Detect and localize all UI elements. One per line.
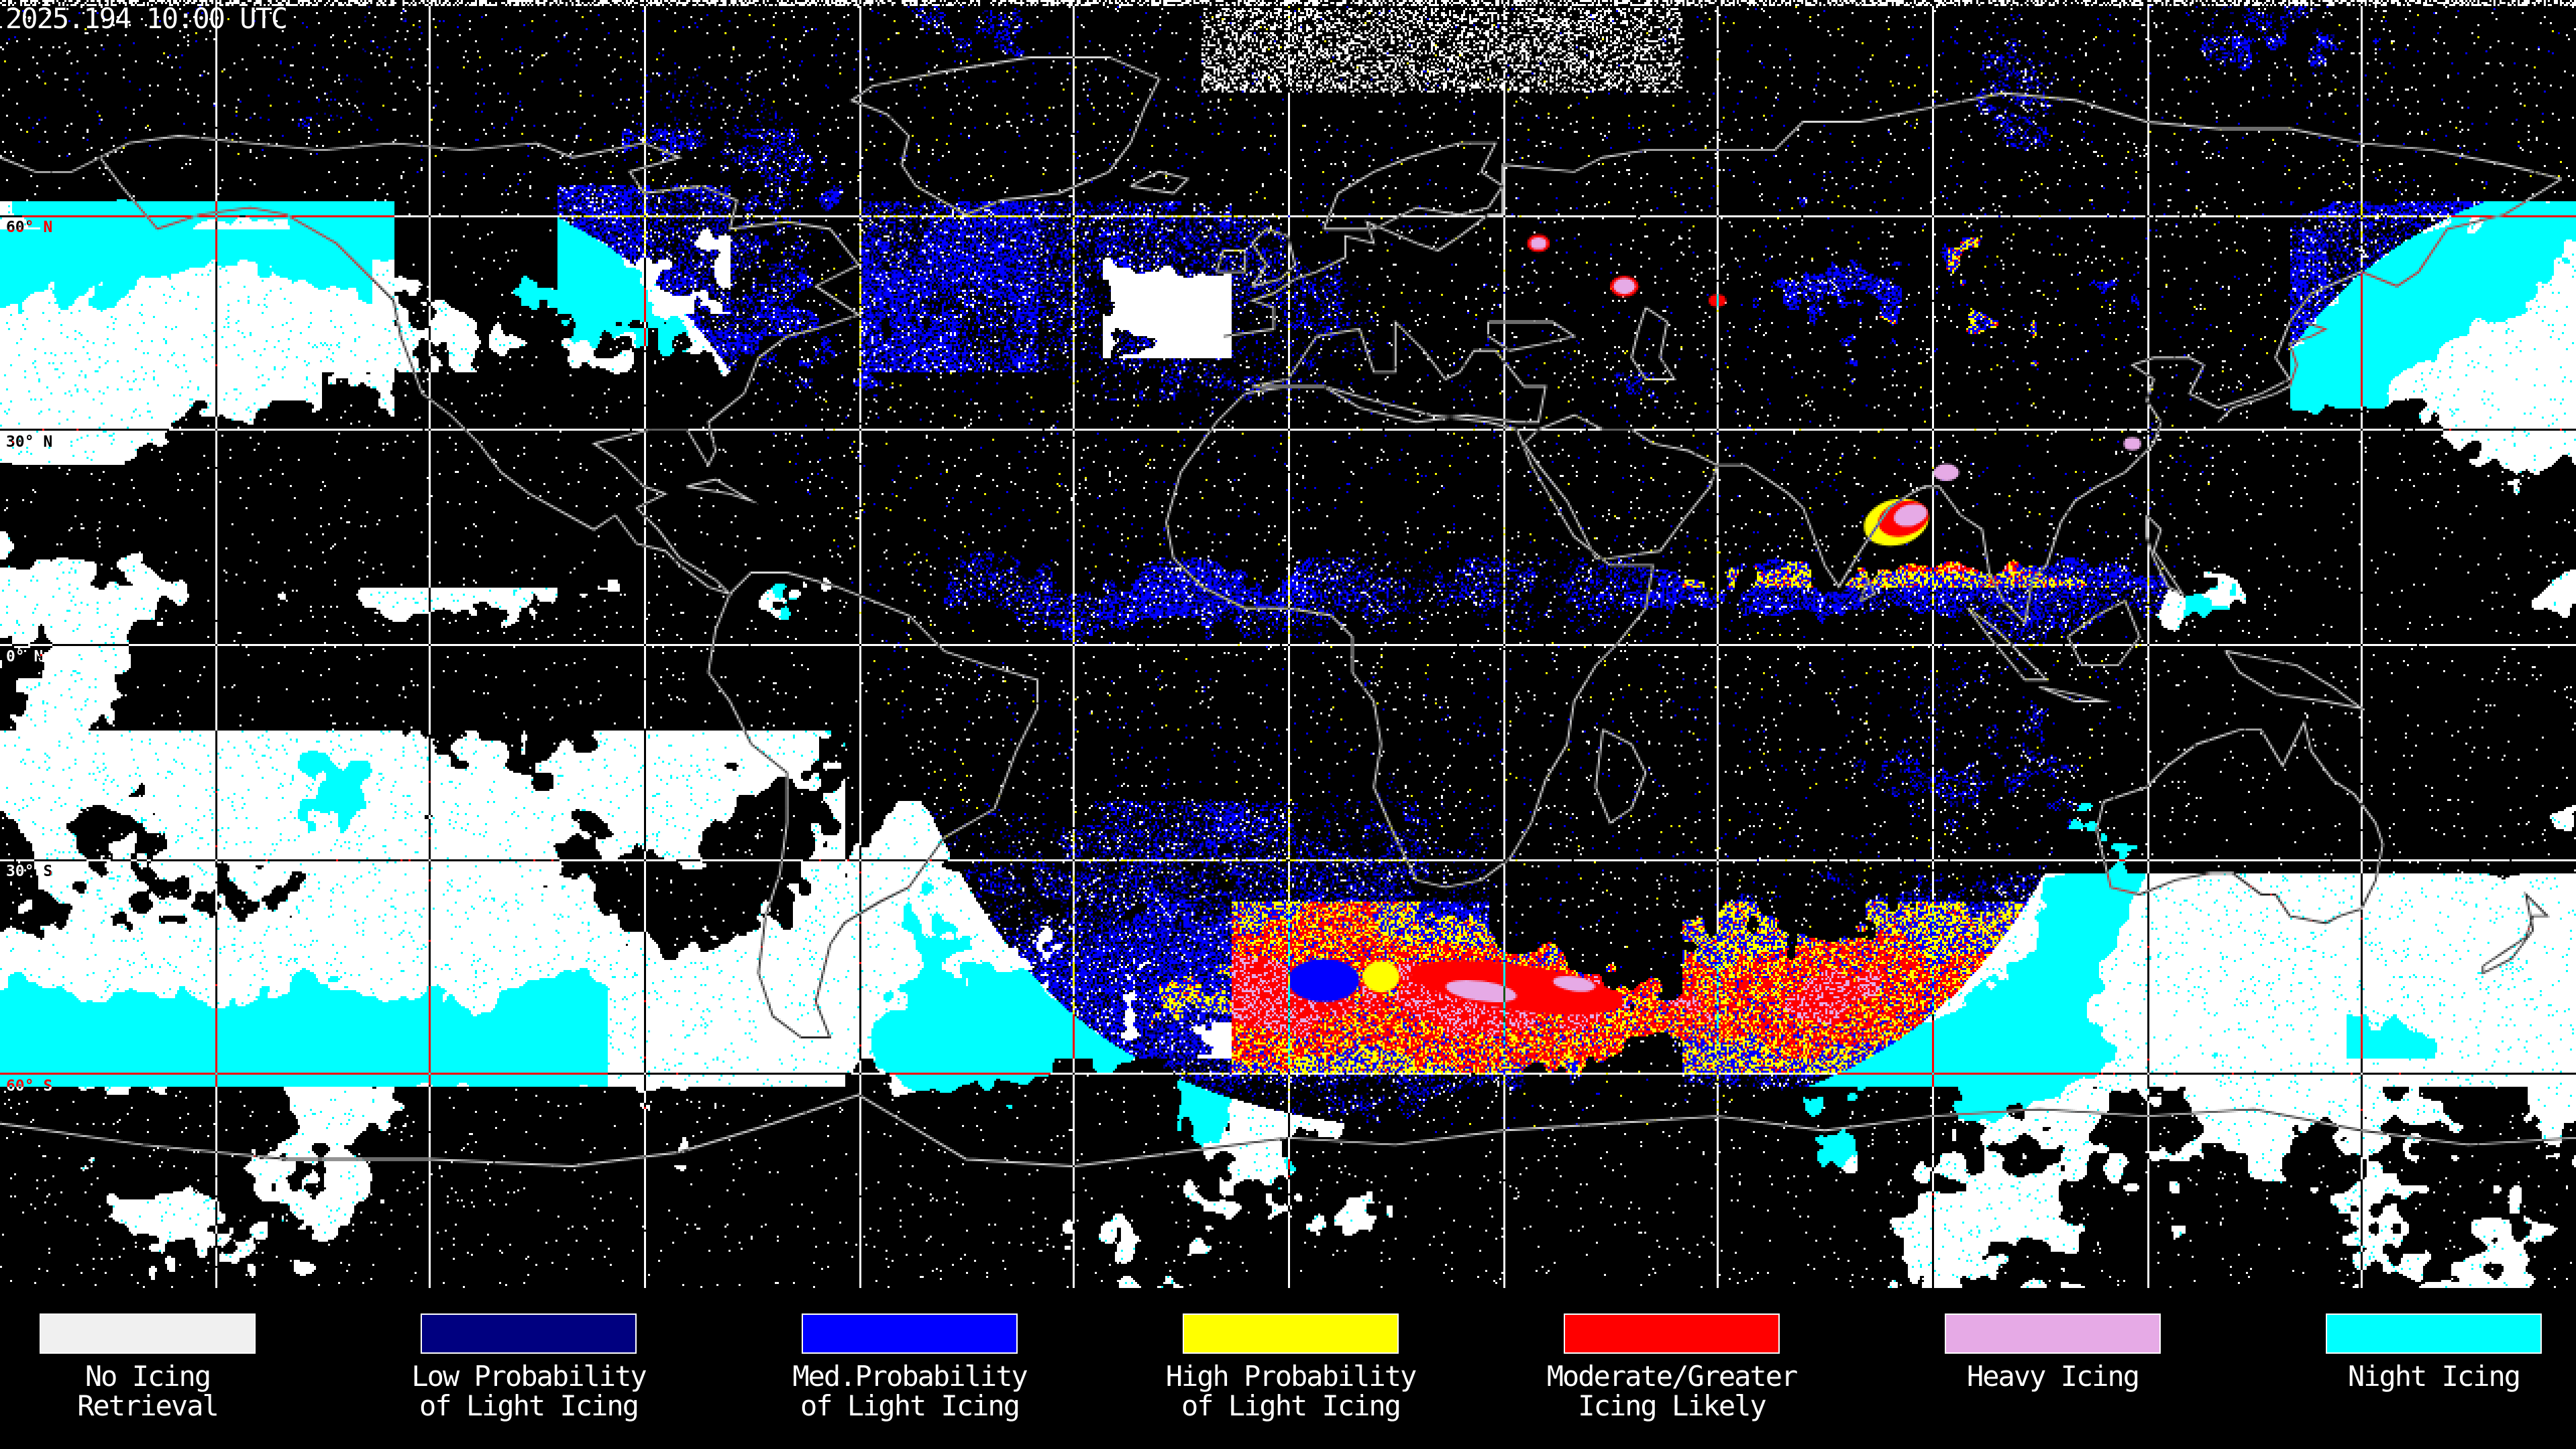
- no-icing-swatch: [40, 1313, 256, 1354]
- legend-label: Low Probability of Light Icing: [411, 1360, 647, 1422]
- legend-item-med-probability: Med.Probability of Light Icing: [708, 1313, 1111, 1421]
- legend: No Icing Retrieval Low Probability of Li…: [0, 1288, 2576, 1449]
- high-probability-swatch: [1183, 1313, 1399, 1354]
- night-icing-swatch: [2326, 1313, 2542, 1354]
- legend-label: Night Icing: [2347, 1360, 2521, 1393]
- legend-item-no-icing: No Icing Retrieval: [0, 1313, 349, 1421]
- legend-label: Moderate/Greater Icing Likely: [1546, 1360, 1799, 1422]
- legend-label: High Probability of Light Icing: [1165, 1360, 1417, 1422]
- moderate-greater-swatch: [1564, 1313, 1780, 1354]
- timestamp: 2025.194 10:00 UTC: [5, 2, 288, 35]
- world-icing-map: 2025.194 10:00 UTC: [0, 0, 2576, 1288]
- med-probability-swatch: [802, 1313, 1018, 1354]
- legend-item-night-icing: Night Icing: [2233, 1313, 2576, 1391]
- legend-item-heavy-icing: Heavy Icing: [1851, 1313, 2254, 1391]
- legend-label: Med.Probability of Light Icing: [792, 1360, 1028, 1422]
- legend-item-low-probability: Low Probability of Light Icing: [327, 1313, 730, 1421]
- heavy-icing-swatch: [1945, 1313, 2161, 1354]
- legend-item-moderate-greater: Moderate/Greater Icing Likely: [1470, 1313, 1873, 1421]
- legend-label: Heavy Icing: [1966, 1360, 2140, 1393]
- legend-label: No Icing Retrieval: [77, 1360, 219, 1422]
- map-canvas: [0, 0, 2576, 1288]
- legend-item-high-probability: High Probability of Light Icing: [1089, 1313, 1492, 1421]
- low-probability-swatch: [421, 1313, 637, 1354]
